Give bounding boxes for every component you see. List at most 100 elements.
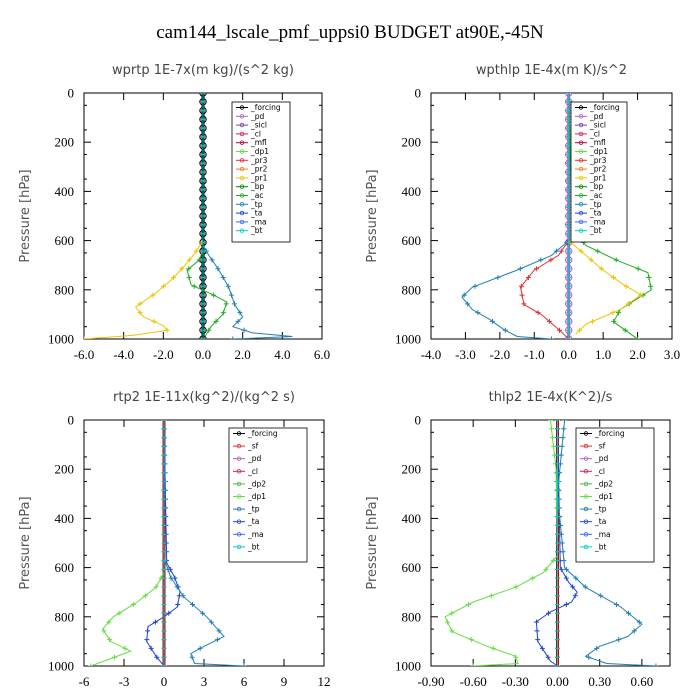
series-marker	[223, 301, 229, 307]
legend-label: _forcing	[589, 103, 620, 112]
series-marker	[200, 204, 206, 210]
series-marker	[530, 575, 536, 581]
series-marker	[180, 593, 186, 599]
legend-label: _ta	[250, 209, 262, 218]
series-marker	[638, 292, 644, 298]
series-marker	[635, 336, 641, 339]
panel-title: wprtp 1E-7x(m kg)/(s^2 kg)	[112, 63, 294, 78]
series-marker	[200, 239, 206, 245]
series-marker	[525, 275, 531, 280]
series-marker	[549, 336, 554, 339]
series-marker	[623, 283, 629, 289]
legend-label: _ac	[250, 191, 263, 200]
series-marker	[152, 619, 158, 625]
legend-label: _cl	[247, 467, 258, 476]
legend-swatch-marker	[578, 166, 584, 172]
legend-swatch-marker	[583, 456, 589, 461]
series-marker	[555, 531, 561, 537]
series-line-dp1	[444, 420, 559, 666]
series-marker	[613, 257, 619, 263]
series-marker	[578, 248, 584, 254]
series-marker	[555, 496, 561, 502]
series-marker	[186, 266, 192, 272]
series-marker	[200, 134, 206, 140]
legend-label: _pr1	[250, 173, 268, 182]
series-marker	[563, 566, 569, 572]
legend-swatch-marker	[236, 481, 242, 487]
series-marker	[111, 654, 117, 660]
series-marker	[546, 318, 552, 324]
series-marker	[189, 654, 195, 660]
series-marker	[148, 645, 154, 651]
legend-box	[575, 427, 655, 563]
panel-title: wpthlp 1E-4x(m K)/s^2	[476, 63, 627, 78]
series-marker	[555, 420, 561, 423]
series-marker	[228, 292, 234, 298]
series-marker	[550, 435, 556, 441]
series-marker	[220, 310, 226, 316]
legend-swatch-marker	[239, 184, 245, 189]
series-marker	[563, 602, 569, 607]
x-tick-label: -4.0	[113, 347, 134, 362]
series-marker	[572, 593, 578, 599]
series-marker	[519, 292, 525, 298]
y-tick-label: 0	[68, 413, 75, 428]
series-marker	[449, 628, 455, 634]
series-marker	[566, 292, 572, 298]
legend-swatch-marker	[239, 202, 245, 207]
series-marker	[555, 654, 561, 660]
x-tick-label: 1.0	[595, 347, 611, 362]
series-marker	[150, 292, 156, 298]
y-tick-label: 0	[415, 86, 422, 101]
series-marker	[555, 426, 561, 432]
series-marker	[235, 318, 241, 324]
series-marker	[171, 275, 177, 280]
legend-swatch-marker	[239, 210, 245, 216]
series-line-ta	[535, 420, 578, 666]
series-marker	[517, 266, 523, 272]
series-marker	[555, 558, 561, 564]
legend-swatch-marker	[583, 443, 589, 449]
series-marker	[545, 610, 551, 616]
series-marker	[84, 336, 87, 339]
y-tick-label: 200	[402, 462, 422, 477]
series-marker	[573, 575, 579, 581]
y-tick-label: 200	[55, 462, 75, 477]
legend-label: _cl	[250, 129, 261, 138]
series-marker	[553, 248, 559, 254]
series-marker	[213, 318, 219, 324]
series-marker	[472, 283, 478, 289]
series-marker	[631, 628, 637, 634]
series-marker	[566, 99, 572, 105]
series-marker	[200, 222, 206, 228]
series-marker	[164, 327, 170, 333]
series-marker	[151, 318, 157, 324]
series-marker	[161, 479, 167, 484]
x-tick-label: -3.0	[455, 347, 476, 362]
series-marker	[595, 248, 601, 254]
x-tick-label: 3.0	[664, 347, 680, 362]
series-marker	[200, 327, 206, 333]
series-marker	[566, 213, 572, 219]
series-marker	[122, 645, 128, 651]
legend-label: _cl	[589, 129, 600, 138]
series-marker	[513, 654, 519, 660]
x-tick-label: -3	[119, 674, 130, 689]
y-tick-label: 800	[402, 282, 422, 297]
legend-swatch-marker	[236, 431, 242, 436]
series-marker	[161, 443, 167, 449]
y-tick-label: 800	[402, 609, 422, 624]
series-marker	[594, 645, 600, 651]
legend-swatch-marker	[236, 456, 242, 461]
series-marker	[555, 514, 561, 520]
series-marker	[445, 619, 451, 625]
legend-label: _tp	[594, 505, 607, 514]
y-tick-label: 600	[55, 233, 75, 248]
series-marker	[465, 602, 471, 607]
series-marker	[566, 257, 572, 263]
series-marker	[161, 420, 167, 423]
series-marker	[144, 637, 150, 643]
series-marker	[200, 610, 206, 616]
series-marker	[566, 239, 572, 245]
